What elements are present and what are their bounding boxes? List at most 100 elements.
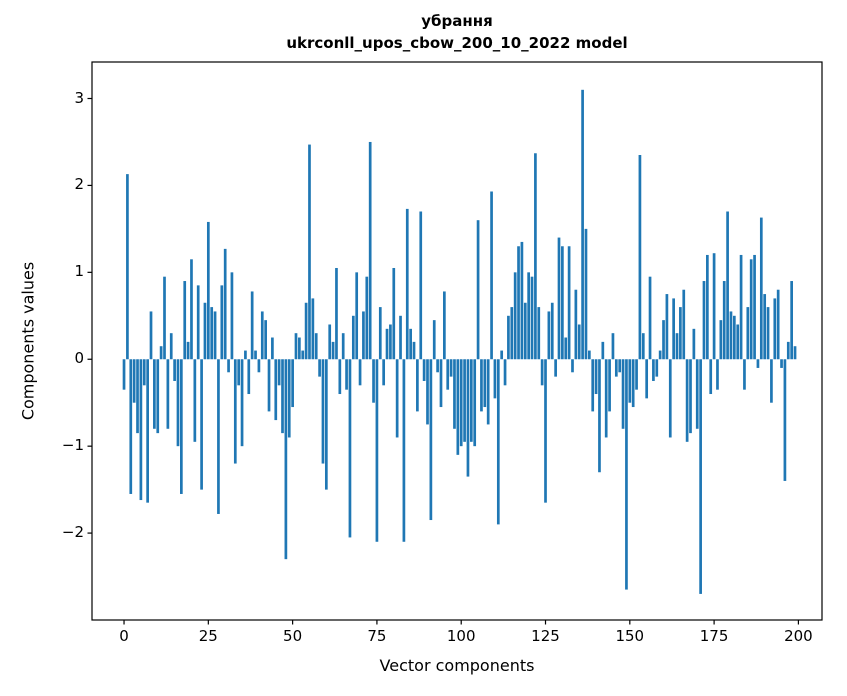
bar <box>591 359 595 412</box>
bar <box>732 315 736 360</box>
bar <box>786 341 790 360</box>
bar <box>759 217 763 360</box>
bar <box>679 307 682 360</box>
bar <box>156 359 160 434</box>
x-tick-label: 50 <box>283 627 303 645</box>
bar <box>186 341 190 360</box>
bar <box>281 359 284 434</box>
bar <box>719 320 723 360</box>
x-tick-label: 125 <box>531 627 560 645</box>
bar <box>689 359 692 434</box>
bar <box>594 359 598 395</box>
bar <box>500 350 504 360</box>
bar <box>547 311 551 360</box>
bar <box>631 359 635 408</box>
bar <box>321 359 325 464</box>
bar <box>260 311 264 360</box>
bar <box>625 359 628 590</box>
bar <box>416 359 419 412</box>
bar <box>540 359 544 386</box>
bar <box>328 324 332 360</box>
bar <box>122 359 126 390</box>
bar <box>692 328 696 360</box>
bar <box>429 359 433 521</box>
bar <box>544 359 547 503</box>
bar <box>183 281 187 360</box>
bar <box>608 359 611 412</box>
bar <box>264 320 267 360</box>
bar <box>574 289 578 360</box>
bar <box>237 359 241 386</box>
bar <box>126 174 129 360</box>
bar <box>355 272 359 360</box>
bar <box>206 221 210 360</box>
x-axis-label: Vector components <box>379 656 535 675</box>
bar <box>598 359 601 473</box>
bar <box>358 359 362 386</box>
bar <box>483 359 487 408</box>
bar <box>412 341 416 360</box>
bar <box>203 302 207 360</box>
bar <box>284 359 288 560</box>
bar <box>776 289 780 360</box>
bar <box>375 359 379 542</box>
bar <box>422 359 426 381</box>
bar <box>493 359 497 399</box>
bar <box>466 359 470 477</box>
bar <box>395 359 399 438</box>
bar <box>153 359 156 429</box>
bar <box>722 281 726 360</box>
bar <box>770 359 773 403</box>
bar <box>338 359 342 395</box>
bar <box>709 359 713 395</box>
bar <box>426 359 429 425</box>
bar <box>247 359 251 395</box>
bar <box>530 276 534 360</box>
bar <box>756 359 760 368</box>
bar <box>180 359 183 494</box>
bar <box>385 328 389 360</box>
bar <box>456 359 460 455</box>
bar <box>668 359 672 438</box>
bar <box>652 359 655 381</box>
bar <box>554 359 557 377</box>
bar <box>190 259 193 360</box>
bar <box>382 359 386 386</box>
bar <box>196 285 200 360</box>
bar <box>564 337 568 360</box>
x-tick-label: 150 <box>615 627 645 645</box>
chart-title-line2: ukrconll_upos_cbow_200_10_2022 model <box>286 34 628 52</box>
bar <box>682 289 686 360</box>
bar <box>267 359 271 412</box>
bar <box>166 359 170 429</box>
bar <box>149 311 153 360</box>
bar <box>550 302 554 360</box>
bar <box>648 276 652 360</box>
bar <box>628 359 632 403</box>
bar <box>672 298 675 360</box>
bar <box>233 359 237 464</box>
bar <box>618 359 622 373</box>
bar <box>601 341 605 360</box>
bar <box>746 307 750 360</box>
bar <box>213 311 217 360</box>
x-tick-label: 25 <box>198 627 218 645</box>
bar <box>699 359 702 594</box>
bar <box>298 337 301 360</box>
x-tick-label: 100 <box>446 627 476 645</box>
bar <box>301 350 305 360</box>
bar <box>362 311 365 360</box>
bar <box>712 253 716 360</box>
bar <box>169 333 173 360</box>
bar <box>324 359 328 490</box>
y-tick-label: 0 <box>74 349 84 368</box>
bar <box>405 208 409 360</box>
bar <box>645 359 649 399</box>
bar <box>517 246 520 360</box>
bar <box>638 155 642 360</box>
x-tick-label: 200 <box>784 627 813 645</box>
bar <box>753 254 756 360</box>
bar <box>604 359 608 438</box>
bar <box>706 254 709 360</box>
